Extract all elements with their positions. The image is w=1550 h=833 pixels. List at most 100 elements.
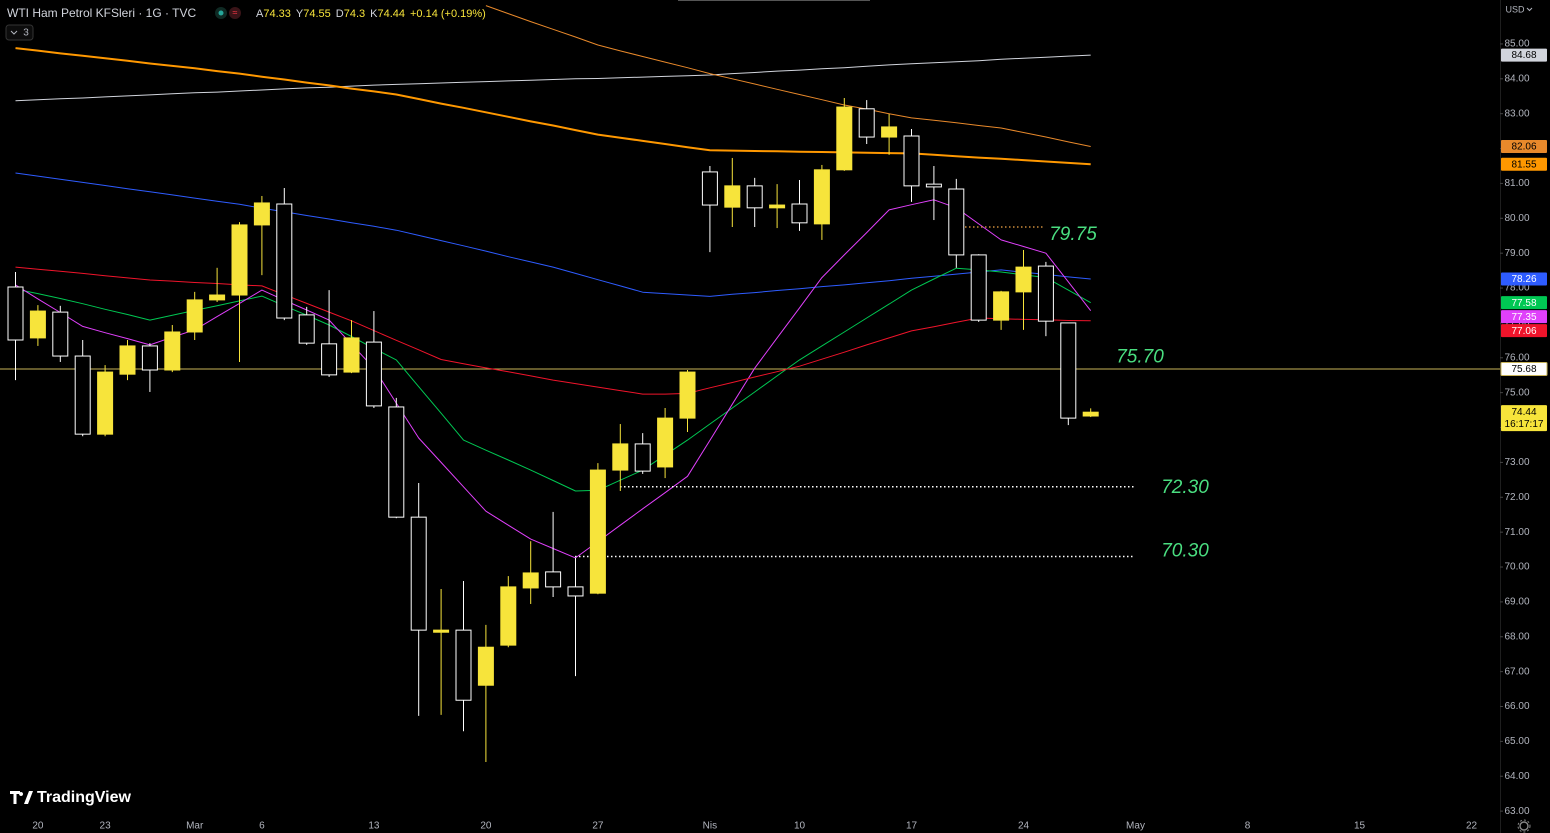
x-tick-label: 15 — [1354, 821, 1366, 832]
candle-body — [567, 586, 584, 597]
x-tick-label: Nis — [703, 821, 717, 832]
x-tick-label: 20 — [32, 821, 44, 832]
y-tick-label: 75.00 — [1504, 387, 1529, 398]
y-tick-label: 76.00 — [1504, 352, 1529, 363]
level-label: 79.75 — [1049, 224, 1097, 245]
candle-body — [1015, 266, 1032, 293]
y-tick-label: 64.00 — [1504, 771, 1529, 782]
logo[interactable]: TradingView — [10, 789, 132, 806]
symbol-title[interactable]: WTI Ham Petrol KFSleri · 1G · TVC — [7, 6, 196, 20]
ohlc-value: 74.33 — [263, 8, 291, 20]
candle-body — [813, 169, 830, 225]
x-tick-label: May — [1126, 821, 1145, 832]
candle-body — [321, 343, 338, 376]
x-tick-label: 8 — [1245, 821, 1251, 832]
candle-body — [343, 337, 360, 373]
level-label: 72.30 — [1161, 477, 1209, 498]
price-tag — [1501, 324, 1547, 338]
candle-body — [589, 469, 606, 594]
y-tick-label: 81.00 — [1504, 178, 1529, 189]
ohlc-value: 74.44 — [377, 8, 405, 20]
x-tick-label: 6 — [259, 821, 265, 832]
delay-icon[interactable] — [229, 7, 241, 19]
candle-body — [119, 345, 136, 375]
candle-body — [746, 185, 763, 209]
candle-body — [186, 299, 203, 333]
ohlc-value: 74.3 — [344, 8, 365, 20]
candle-body — [253, 202, 270, 226]
currency-label[interactable]: USD — [1505, 4, 1525, 14]
candle-body — [29, 310, 46, 339]
price-tag-label: 81.55 — [1511, 159, 1536, 170]
indicators-count: 3 — [23, 28, 29, 39]
candle-body — [97, 371, 114, 435]
candle-body — [164, 331, 181, 371]
level-label: 75.70 — [1116, 346, 1164, 367]
candle-body — [970, 254, 987, 321]
candle-body — [276, 203, 293, 319]
candle-body — [433, 629, 450, 633]
price-tag-label: 78.26 — [1511, 274, 1536, 285]
price-tag-label: 77.35 — [1511, 312, 1536, 323]
price-tag-label: 84.68 — [1511, 50, 1536, 61]
ohlc-letter: K — [370, 8, 378, 20]
y-tick-label: 78.00 — [1504, 283, 1529, 294]
x-tick-label: 23 — [100, 821, 112, 832]
candle-body — [679, 371, 696, 419]
candle-body — [993, 291, 1010, 321]
x-tick-label: Mar — [186, 821, 204, 832]
indicators-toggle[interactable] — [5, 24, 34, 41]
countdown-label: 16:17:17 — [1505, 419, 1544, 430]
plot-area: 79.75 75.70 72.30 70.30 — [0, 5, 1500, 762]
y-tick-label: 73.00 — [1504, 457, 1529, 468]
x-tick-label: 22 — [1466, 821, 1478, 832]
candle-body — [925, 183, 942, 188]
candle-body — [903, 135, 920, 187]
y-tick-label: 67.00 — [1504, 666, 1529, 677]
candle-body — [657, 417, 674, 468]
candle-body — [545, 571, 562, 588]
ohlc-legend: A74.33 Y74.55 D74.3 K74.44 +0.14 (+0.19%) — [256, 8, 486, 20]
candle-body — [209, 294, 226, 301]
candle-body — [365, 341, 382, 407]
candle-body — [388, 406, 405, 518]
x-tick-label: 24 — [1018, 821, 1030, 832]
y-tick-label: 72.00 — [1504, 492, 1529, 503]
price-tag — [1501, 48, 1547, 62]
price-tag-label: 77.58 — [1511, 298, 1536, 309]
price-tag — [1501, 310, 1547, 324]
logo-icon — [10, 791, 33, 804]
y-tick-label: 70.00 — [1504, 562, 1529, 573]
y-tick-label: 79.00 — [1504, 248, 1529, 259]
ohlc-value: 74.55 — [303, 8, 331, 20]
candle-body — [74, 355, 91, 435]
candle-body — [701, 171, 718, 206]
moving-average-line — [15, 172, 1091, 297]
delay-icon-glyph: ≈ — [233, 7, 238, 17]
price-tag — [1501, 157, 1547, 171]
price-tag — [1501, 272, 1547, 286]
x-tick-label: 20 — [480, 821, 492, 832]
y-tick-label: 63.00 — [1504, 806, 1529, 817]
candle-body — [298, 314, 315, 344]
candle-body — [410, 516, 427, 631]
y-tick-label: 66.00 — [1504, 701, 1529, 712]
candle-body — [612, 443, 629, 471]
ohlc-change: +0.14 (+0.19%) — [410, 8, 486, 20]
last-price-label: 74.44 — [1511, 407, 1536, 418]
settings-icon[interactable] — [1517, 819, 1531, 833]
y-tick-label: 68.00 — [1504, 631, 1529, 642]
level-label: 70.30 — [1161, 541, 1209, 562]
last-price-tag — [1501, 405, 1547, 432]
candle-body — [1037, 265, 1054, 322]
price-tag-label: 75.68 — [1511, 364, 1536, 375]
y-tick-label: 69.00 — [1504, 597, 1529, 608]
candle-body — [141, 345, 158, 371]
candle-body — [836, 106, 853, 171]
currency-chevron — [1526, 7, 1533, 12]
y-tick-label: 65.00 — [1504, 736, 1529, 747]
y-tick-label: 83.00 — [1504, 108, 1529, 119]
price-tag-label: 77.06 — [1511, 326, 1536, 337]
